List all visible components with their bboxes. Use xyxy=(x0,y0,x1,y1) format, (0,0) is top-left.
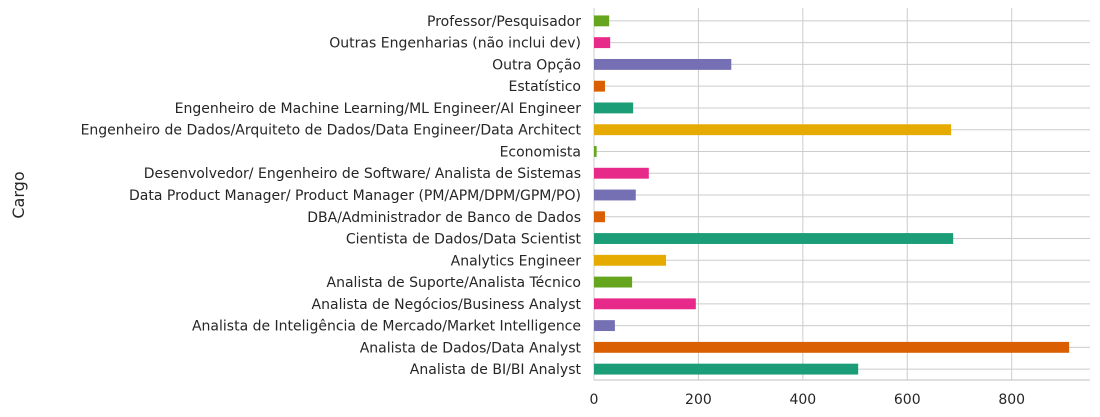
bar xyxy=(594,80,605,92)
bar xyxy=(594,276,633,288)
y-tick-label: Analista de BI/BI Analyst xyxy=(410,362,582,378)
y-tick-label: Engenheiro de Machine Learning/ML Engine… xyxy=(175,101,582,117)
y-tick-label: Engenheiro de Dados/Arquiteto de Dados/D… xyxy=(81,123,582,139)
y-tick-label: Data Product Manager/ Product Manager (P… xyxy=(129,188,581,204)
bar-layer xyxy=(594,15,1070,375)
bar xyxy=(594,37,611,49)
y-tick-label: DBA/Administrador de Banco de Dados xyxy=(307,210,581,226)
x-tick-label: 200 xyxy=(685,392,712,408)
y-tick-label: Professor/Pesquisador xyxy=(427,14,581,30)
bar xyxy=(594,102,634,114)
x-tick-label: 0 xyxy=(590,392,599,408)
x-tick-label: 600 xyxy=(894,392,921,408)
bar xyxy=(594,146,597,157)
bar xyxy=(594,233,954,244)
x-tick-label: 400 xyxy=(789,392,816,408)
bar xyxy=(594,211,605,223)
x-tick-labels: 0 200 400 600 800 xyxy=(590,392,1026,408)
y-tick-label: Analista de Negócios/Business Analyst xyxy=(312,297,582,313)
bar xyxy=(594,363,859,375)
y-tick-label: Analista de Inteligência de Mercado/Mark… xyxy=(192,319,581,335)
y-tick-label: Desenvolvedor/ Engenheiro de Software/ A… xyxy=(144,166,581,182)
y-tick-label: Analytics Engineer xyxy=(451,253,582,269)
y-tick-label: Outra Opção xyxy=(492,57,581,73)
bar xyxy=(594,15,610,27)
y-tick-labels: Analista de BI/BI Analyst Analista de Dad… xyxy=(81,14,582,378)
y-tick-label: Economista xyxy=(500,144,581,160)
bar xyxy=(594,341,1070,353)
bar xyxy=(594,124,952,136)
bar xyxy=(594,189,636,201)
x-tick-label: 800 xyxy=(998,392,1025,408)
y-tick-label: Estatístico xyxy=(508,79,581,95)
y-tick-label: Cientista de Dados/Data Scientist xyxy=(346,232,582,248)
bar xyxy=(594,167,649,179)
bar xyxy=(594,298,696,310)
bar xyxy=(594,320,615,332)
y-axis-title: Cargo xyxy=(9,171,28,218)
bar xyxy=(594,58,732,70)
y-tick-label: Analista de Suporte/Analista Técnico xyxy=(327,275,582,291)
y-tick-label: Outras Engenharias (não inclui dev) xyxy=(329,36,581,52)
y-tick-label: Analista de Dados/Data Analyst xyxy=(360,340,582,356)
bar xyxy=(594,254,667,266)
